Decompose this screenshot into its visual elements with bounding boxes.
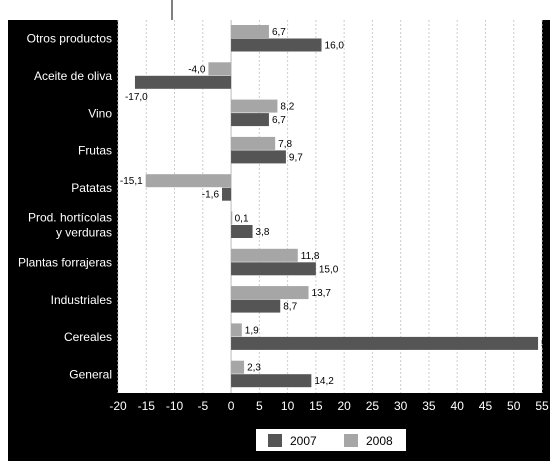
value-label: 54,3	[541, 339, 550, 350]
category-label: Aceite de oliva	[34, 69, 112, 83]
value-label: 6,7	[272, 27, 286, 38]
legend: 2007 2008	[256, 429, 406, 451]
legend-label: 2008	[366, 434, 393, 448]
bar-2008	[231, 360, 245, 374]
value-label: -1,6	[202, 190, 220, 201]
value-label: 7,8	[278, 139, 292, 150]
value-label: -15,1	[120, 176, 143, 187]
bar-2008	[231, 323, 242, 337]
bar-2008	[231, 99, 278, 113]
bar-2008	[231, 211, 233, 225]
bar-2007	[231, 299, 281, 313]
x-tick-label: 0	[228, 399, 235, 413]
legend-swatch-2007	[268, 434, 282, 447]
value-label: 1,9	[245, 325, 259, 336]
x-tick-label: 35	[422, 399, 436, 413]
category-label: Frutas	[78, 144, 112, 158]
x-tick-label: 45	[479, 399, 493, 413]
value-labels: 6,7 16,0 -4,0 -17,0 8,2 6,7 7,8 9,7 -15,1 -1,6 0,1…	[120, 27, 550, 387]
value-label: -4,0	[188, 64, 206, 75]
bar-2007	[231, 113, 269, 127]
value-label: 3,8	[256, 227, 270, 238]
x-tick-label: -15	[138, 399, 156, 413]
category-label: Industriales	[51, 293, 112, 307]
bar-2008	[231, 25, 269, 38]
category-labels: Otros productos Aceite de oliva Vino Frutas…	[18, 32, 112, 382]
category-label: Prod. hortícolas y verduras	[28, 211, 112, 240]
category-label: General	[69, 367, 112, 381]
category-label: Vino	[88, 106, 112, 120]
bar-2007	[231, 262, 316, 276]
bar-2007	[231, 38, 322, 52]
value-label: 2,3	[247, 363, 261, 374]
bar-2007	[231, 336, 539, 350]
x-tick-label: -10	[166, 399, 184, 413]
value-label: 9,7	[289, 152, 303, 163]
value-label: 11,8	[301, 251, 320, 262]
category-label: Plantas forrajeras	[18, 255, 112, 269]
bar-2007	[222, 187, 232, 201]
x-tick-label: 50	[507, 399, 521, 413]
value-label: 13,7	[312, 288, 332, 299]
category-label: Cereales	[64, 330, 112, 344]
legend-swatch-2008	[344, 434, 358, 447]
bar-2007	[231, 150, 286, 164]
bar-2008	[231, 286, 309, 300]
legend-box	[256, 429, 406, 451]
x-tick-label: 10	[281, 399, 295, 413]
bars	[134, 25, 539, 388]
value-label: 6,7	[272, 115, 286, 126]
value-label: 8,2	[280, 102, 294, 113]
x-tick-label: 25	[366, 399, 380, 413]
x-tick-label: -20	[109, 399, 127, 413]
bar-2008	[145, 174, 232, 188]
value-label: 14,2	[314, 376, 334, 387]
bar-2007	[134, 75, 232, 89]
x-tick-label: -5	[197, 399, 208, 413]
legend-label: 2007	[290, 434, 317, 448]
value-label: 16,0	[325, 41, 345, 52]
x-tick-label: 15	[309, 399, 323, 413]
x-tick-label: 40	[451, 399, 465, 413]
bar-2008	[231, 248, 298, 262]
category-label: Patatas	[71, 181, 112, 195]
bar-2008	[231, 136, 276, 150]
x-tick-label: 55	[535, 399, 549, 413]
bar-2007	[231, 374, 312, 388]
x-tick-label: 20	[337, 399, 351, 413]
value-label: 15,0	[319, 264, 339, 275]
bar-2008	[208, 62, 232, 76]
value-label: 0,1	[235, 214, 249, 225]
bar-2007	[231, 225, 253, 238]
x-axis-tick-labels: -20 -15 -10 -5 0 5 10 15 20 25 30 35 40 45 50 55	[109, 399, 549, 413]
value-label: -17,0	[125, 92, 148, 103]
x-tick-label: 5	[256, 399, 263, 413]
value-label: 8,7	[283, 302, 297, 313]
x-tick-label: 30	[394, 399, 408, 413]
category-label: Otros productos	[27, 32, 112, 46]
